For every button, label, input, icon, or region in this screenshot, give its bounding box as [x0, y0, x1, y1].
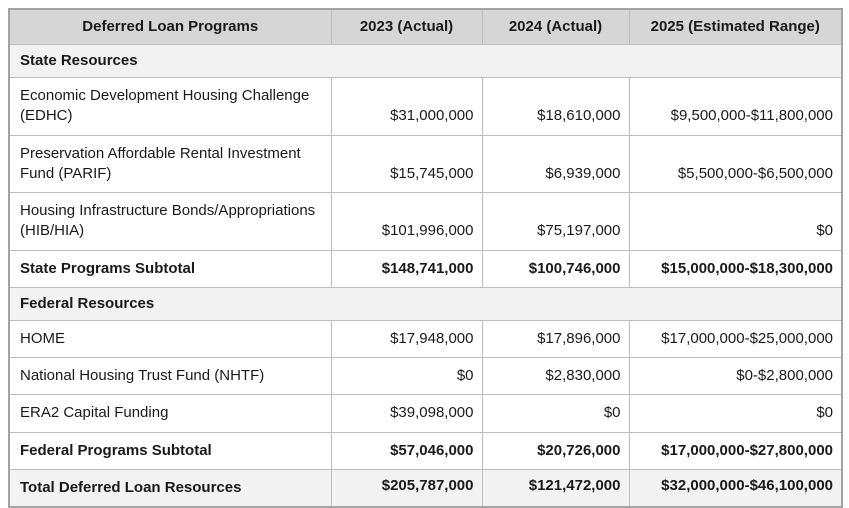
document-page: Deferred Loan Programs 2023 (Actual) 202…: [8, 8, 843, 508]
section-label: Federal Resources: [8, 286, 843, 321]
program-name-cell: ERA2 Capital Funding: [8, 394, 332, 433]
value-2023-cell: $0: [330, 356, 483, 396]
program-name-cell: Housing Infrastructure Bonds/Appropriati…: [8, 192, 332, 251]
value-2025-cell: $0: [628, 192, 843, 251]
section-label: State Resources: [8, 44, 843, 78]
value-2025-cell: $32,000,000-$46,100,000: [628, 468, 843, 508]
column-header-programs: Deferred Loan Programs: [8, 8, 332, 45]
value-2023-cell: $15,745,000: [330, 134, 483, 193]
value-2025-cell: $0-$2,800,000: [628, 356, 843, 396]
value-2025-cell: $0: [628, 394, 843, 433]
table-row-nhtf: National Housing Trust Fund (NHTF) $0 $2…: [8, 356, 843, 396]
value-2025-cell: $15,000,000-$18,300,000: [628, 249, 843, 288]
value-2024-cell: $100,746,000: [481, 249, 630, 288]
value-2024-cell: $121,472,000: [481, 468, 630, 508]
value-2023-cell: $31,000,000: [330, 77, 483, 136]
table-row-era2: ERA2 Capital Funding $39,098,000 $0 $0: [8, 394, 843, 433]
table-row-edhc: Economic Development Housing Challenge (…: [8, 77, 843, 136]
value-2023-cell: $57,046,000: [330, 431, 483, 470]
header-row: Deferred Loan Programs 2023 (Actual) 202…: [8, 8, 843, 45]
value-2024-cell: $6,939,000: [481, 134, 630, 193]
program-name-cell: State Programs Subtotal: [8, 249, 332, 288]
program-name-cell: Federal Programs Subtotal: [8, 431, 332, 470]
program-name-cell: Economic Development Housing Challenge (…: [8, 77, 332, 136]
program-name-cell: Total Deferred Loan Resources: [8, 468, 332, 508]
deferred-loan-programs-table: Deferred Loan Programs 2023 (Actual) 202…: [8, 8, 843, 508]
table-row-home: HOME $17,948,000 $17,896,000 $17,000,000…: [8, 319, 843, 359]
section-row-state-resources: State Resources: [8, 44, 843, 78]
column-header-2024: 2024 (Actual): [481, 8, 630, 45]
table-row-federal-subtotal: Federal Programs Subtotal $57,046,000 $2…: [8, 431, 843, 470]
value-2023-cell: $17,948,000: [330, 319, 483, 359]
value-2023-cell: $39,098,000: [330, 394, 483, 433]
column-header-2023: 2023 (Actual): [330, 8, 483, 45]
value-2024-cell: $20,726,000: [481, 431, 630, 470]
program-name-cell: Preservation Affordable Rental Investmen…: [8, 134, 332, 193]
value-2023-cell: $101,996,000: [330, 192, 483, 251]
value-2025-cell: $17,000,000-$25,000,000: [628, 319, 843, 359]
table-row-hib-hia: Housing Infrastructure Bonds/Appropriati…: [8, 192, 843, 251]
value-2024-cell: $2,830,000: [481, 356, 630, 396]
program-name-cell: HOME: [8, 319, 332, 359]
value-2025-cell: $17,000,000-$27,800,000: [628, 431, 843, 470]
value-2023-cell: $205,787,000: [330, 468, 483, 508]
program-name-cell: National Housing Trust Fund (NHTF): [8, 356, 332, 396]
value-2024-cell: $18,610,000: [481, 77, 630, 136]
table-row-parif: Preservation Affordable Rental Investmen…: [8, 134, 843, 193]
value-2024-cell: $75,197,000: [481, 192, 630, 251]
section-row-federal-resources: Federal Resources: [8, 286, 843, 321]
table-row-total: Total Deferred Loan Resources $205,787,0…: [8, 468, 843, 508]
value-2024-cell: $0: [481, 394, 630, 433]
value-2024-cell: $17,896,000: [481, 319, 630, 359]
value-2025-cell: $9,500,000-$11,800,000: [628, 77, 843, 136]
table-row-state-subtotal: State Programs Subtotal $148,741,000 $10…: [8, 249, 843, 288]
value-2025-cell: $5,500,000-$6,500,000: [628, 134, 843, 193]
value-2023-cell: $148,741,000: [330, 249, 483, 288]
column-header-2025: 2025 (Estimated Range): [628, 8, 843, 45]
